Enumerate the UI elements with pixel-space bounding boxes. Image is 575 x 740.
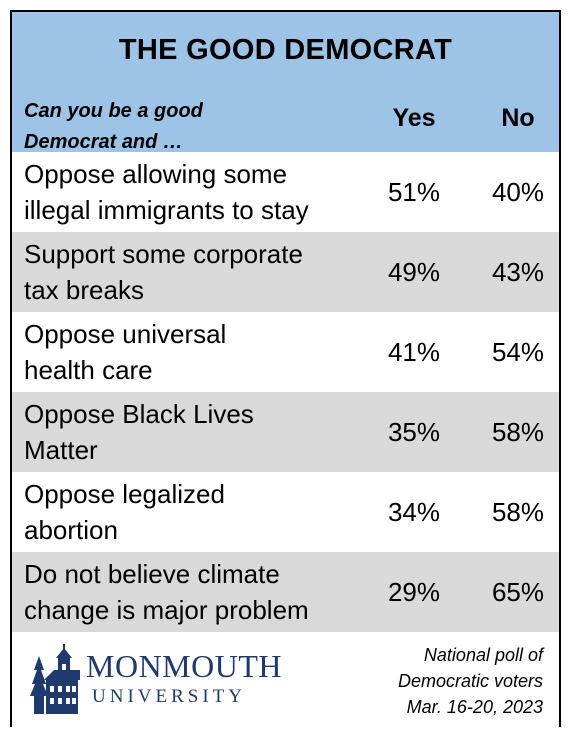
yes-value: 51% <box>387 176 441 207</box>
table-header: Can you be a good Democrat and … Yes No <box>12 88 559 153</box>
row-label-line-2: Matter <box>24 435 98 465</box>
row-label-line-1: Oppose allowing some <box>24 159 288 189</box>
row-label-line-2: health care <box>24 355 153 385</box>
row-label-line-2: illegal immigrants to stay <box>24 195 309 225</box>
monmouth-logo: MONMOUTH UNIVERSITY <box>28 644 308 714</box>
row-label-line-2: abortion <box>24 515 118 545</box>
row-label-line-2: tax breaks <box>24 275 144 305</box>
poll-source-note: National poll of Democratic voters Mar. … <box>343 642 543 720</box>
yes-value: 41% <box>387 336 441 367</box>
footer: MONMOUTH UNIVERSITY National poll of Dem… <box>12 632 559 727</box>
page-title: THE GOOD DEMOCRAT <box>12 12 559 88</box>
column-header-no: No <box>501 104 535 132</box>
monmouth-hall-icon <box>30 644 80 714</box>
poll-card: THE GOOD DEMOCRAT Can you be a good Demo… <box>10 10 561 727</box>
column-header-yes: Yes <box>392 104 436 132</box>
table-body: Oppose allowing some illegal immigrants … <box>12 152 559 632</box>
row-label-line-1: Oppose Black Lives <box>24 399 254 429</box>
question-prompt: Can you be a good Democrat and … <box>24 96 344 158</box>
question-line-1: Can you be a good <box>24 100 203 122</box>
row-label: Oppose universal health care <box>24 316 369 388</box>
table-row: Support some corporate tax breaks 49% 43… <box>12 232 559 312</box>
row-label-line-2: change is major problem <box>24 595 309 625</box>
note-line-2: Democratic voters <box>397 671 543 691</box>
logo-subtitle: UNIVERSITY <box>92 686 246 707</box>
no-value: 40% <box>491 176 545 207</box>
row-label: Oppose allowing some illegal immigrants … <box>24 156 369 228</box>
note-line-3: Mar. 16-20, 2023 <box>406 697 543 717</box>
row-label: Support some corporate tax breaks <box>24 236 369 308</box>
row-label-line-1: Oppose universal <box>24 319 227 349</box>
row-label: Oppose Black Lives Matter <box>24 396 369 468</box>
no-value: 43% <box>491 256 545 287</box>
yes-value: 29% <box>387 576 441 607</box>
table-row: Oppose legalized abortion 34% 58% <box>12 472 559 552</box>
no-value: 58% <box>491 416 545 447</box>
row-label-line-1: Support some corporate <box>24 239 303 269</box>
yes-value: 35% <box>387 416 441 447</box>
yes-value: 49% <box>387 256 441 287</box>
question-line-2: Democrat and … <box>24 131 183 153</box>
yes-value: 34% <box>387 496 441 527</box>
table-row: Do not believe climate change is major p… <box>12 552 559 632</box>
no-value: 54% <box>491 336 545 367</box>
note-line-1: National poll of <box>423 645 543 665</box>
table-row: Oppose allowing some illegal immigrants … <box>12 152 559 232</box>
row-label: Oppose legalized abortion <box>24 476 369 548</box>
no-value: 58% <box>491 496 545 527</box>
table-row: Oppose universal health care 41% 54% <box>12 312 559 392</box>
row-label-line-1: Do not believe climate <box>24 559 280 589</box>
table-row: Oppose Black Lives Matter 35% 58% <box>12 392 559 472</box>
no-value: 65% <box>491 576 545 607</box>
logo-wordmark: MONMOUTH <box>86 648 282 684</box>
row-label: Do not believe climate change is major p… <box>24 556 369 628</box>
row-label-line-1: Oppose legalized <box>24 479 225 509</box>
